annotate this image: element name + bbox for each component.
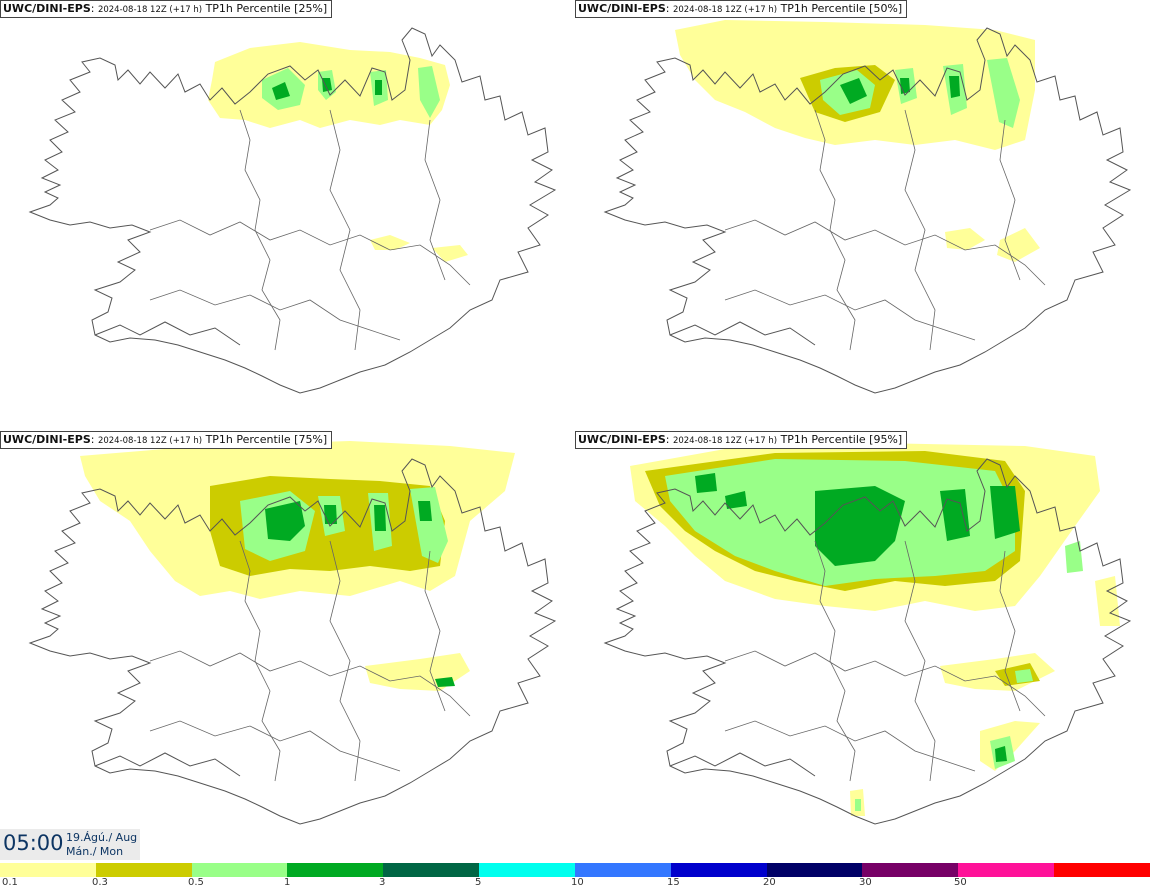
colorbar-tick-label: 50 bbox=[954, 877, 967, 888]
colorbar-segment bbox=[574, 863, 671, 877]
colorbar-segment bbox=[191, 863, 288, 877]
precip-shading bbox=[208, 42, 468, 262]
panel-title: UWC/DINI-EPS: 2024-08-18 12Z (+17 h) TP1… bbox=[575, 0, 908, 18]
valid-date: 19.Ágú./ Aug bbox=[66, 831, 138, 844]
colorbar-segment bbox=[862, 863, 959, 877]
model-name: UWC/DINI-EPS bbox=[3, 2, 91, 15]
model-name: UWC/DINI-EPS bbox=[578, 2, 666, 15]
panel-title: UWC/DINI-EPS: 2024-08-18 12Z (+17 h) TP1… bbox=[575, 431, 908, 449]
colorbar-tick-label: 0.5 bbox=[188, 877, 204, 888]
colorbar-tick-label: 20 bbox=[763, 877, 776, 888]
run-info: 2024-08-18 12Z (+17 h) bbox=[97, 436, 203, 446]
colorbar-segment bbox=[958, 863, 1055, 877]
valid-time: 05:00 bbox=[3, 831, 64, 855]
field-name: TP1h Percentile [75%] bbox=[205, 433, 328, 446]
precip-map bbox=[29, 27, 556, 394]
colorbar-segment bbox=[670, 863, 767, 877]
field-name: TP1h Percentile [50%] bbox=[780, 2, 903, 15]
map-panel-p25: UWC/DINI-EPS: 2024-08-18 12Z (+17 h) TP1… bbox=[0, 0, 575, 431]
colorbar-segment bbox=[95, 863, 192, 877]
map-panel-p50: UWC/DINI-EPS: 2024-08-18 12Z (+17 h) TP1… bbox=[575, 0, 1150, 431]
panel-title: UWC/DINI-EPS: 2024-08-18 12Z (+17 h) TP1… bbox=[0, 431, 333, 449]
colorbar-tick-label: 30 bbox=[859, 877, 872, 888]
panel-title: UWC/DINI-EPS: 2024-08-18 12Z (+17 h) TP1… bbox=[0, 0, 333, 18]
valid-time-box: 05:00 19.Ágú./ Aug Mán./ Mon bbox=[0, 829, 140, 860]
precip-shading bbox=[80, 441, 515, 691]
colorbar-tick-label: 15 bbox=[667, 877, 680, 888]
map-panel-p75: UWC/DINI-EPS: 2024-08-18 12Z (+17 h) TP1… bbox=[0, 431, 575, 862]
precip-colorbar bbox=[0, 863, 1150, 877]
run-info: 2024-08-18 12Z (+17 h) bbox=[672, 436, 778, 446]
run-info: 2024-08-18 12Z (+17 h) bbox=[672, 5, 778, 15]
precip-map bbox=[604, 20, 1131, 394]
precip-shading bbox=[675, 20, 1040, 262]
colorbar-segment bbox=[766, 863, 863, 877]
colorbar-tick-label: 5 bbox=[475, 877, 482, 888]
colorbar-tick-label: 0.3 bbox=[92, 877, 108, 888]
colorbar-segment bbox=[287, 863, 384, 877]
colorbar-tick-label: 1 bbox=[284, 877, 291, 888]
map-panel-p95: UWC/DINI-EPS: 2024-08-18 12Z (+17 h) TP1… bbox=[575, 431, 1150, 862]
colorbar-segment bbox=[383, 863, 480, 877]
colorbar-tick-label: 3 bbox=[379, 877, 386, 888]
colorbar-tick-label: 10 bbox=[571, 877, 584, 888]
run-info: 2024-08-18 12Z (+17 h) bbox=[97, 5, 203, 15]
precip-map bbox=[29, 441, 556, 825]
colorbar-segment bbox=[479, 863, 575, 877]
model-name: UWC/DINI-EPS bbox=[3, 433, 91, 446]
colorbar-segment bbox=[0, 863, 96, 877]
model-name: UWC/DINI-EPS bbox=[578, 433, 666, 446]
colorbar-segment bbox=[1054, 863, 1150, 877]
colorbar-tick-label: 0.1 bbox=[2, 877, 18, 888]
field-name: TP1h Percentile [25%] bbox=[205, 2, 328, 15]
valid-weekday: Mán./ Mon bbox=[66, 845, 124, 858]
colorbar-ticks: 0.1 0.3 0.5 1 3 5 10 15 20 30 50 bbox=[0, 877, 1150, 891]
precip-map bbox=[604, 443, 1131, 825]
field-name: TP1h Percentile [95%] bbox=[780, 433, 903, 446]
